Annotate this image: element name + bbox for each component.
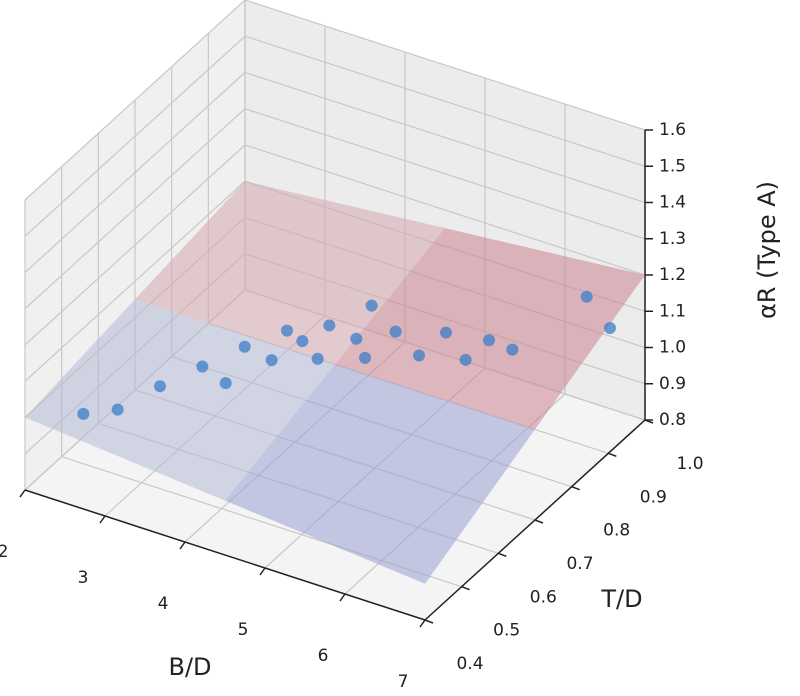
- y-axis-label: T/D: [600, 585, 642, 613]
- tick: [419, 619, 426, 628]
- z-tick-label: 1.2: [659, 265, 686, 285]
- data-point: [196, 360, 209, 373]
- z-tick-label: 1.1: [659, 301, 686, 321]
- surface-patch: [335, 228, 645, 430]
- x-tick-label: 3: [78, 568, 89, 588]
- data-point: [580, 290, 593, 303]
- data-point: [389, 325, 402, 338]
- data-point: [604, 321, 616, 334]
- tick: [424, 619, 434, 624]
- data-point: [413, 349, 425, 362]
- z-tick-label: 1.3: [659, 229, 686, 249]
- surface-patch: [135, 181, 445, 365]
- x-axis-label: B/D: [168, 653, 211, 681]
- data-point: [154, 380, 166, 393]
- grid-line: [244, 35, 646, 167]
- x-tick-label: 2: [0, 542, 8, 562]
- grid-line: [24, 0, 246, 201]
- data-point: [350, 332, 363, 345]
- z-tick-label: 1.5: [659, 156, 686, 176]
- data-point: [440, 326, 452, 339]
- surface-patch: [25, 299, 335, 501]
- tick: [99, 515, 106, 524]
- z-tick-label: 1.6: [659, 120, 686, 140]
- z-tick-label: 0.8: [659, 410, 686, 430]
- data-point: [323, 319, 336, 332]
- grid-line: [244, 108, 646, 240]
- x-tick-label: 7: [398, 672, 409, 692]
- y-tick-label: 0.6: [530, 587, 557, 607]
- data-point: [281, 324, 293, 337]
- data-point: [77, 407, 90, 420]
- data-point: [111, 403, 124, 416]
- data-point: [219, 377, 232, 390]
- data-point: [265, 354, 278, 367]
- tick: [179, 541, 186, 550]
- z-axis-label: αR (Type A): [753, 181, 781, 319]
- grid-line: [244, 0, 646, 131]
- data-point: [359, 351, 371, 364]
- data-point: [506, 343, 519, 356]
- tick: [608, 452, 617, 458]
- tick: [259, 567, 266, 576]
- y-tick-label: 0.5: [493, 621, 520, 641]
- grid-line: [24, 180, 246, 382]
- tick: [19, 489, 26, 498]
- tick: [461, 585, 470, 591]
- x-tick-label: 5: [238, 620, 249, 640]
- grid-line: [244, 71, 646, 204]
- grid-line: [24, 108, 246, 310]
- data-point: [238, 340, 251, 353]
- y-tick-label: 0.9: [640, 487, 667, 507]
- surface-patch: [225, 364, 535, 584]
- tick: [534, 519, 544, 524]
- z-tick-label: 0.9: [659, 374, 686, 394]
- tick: [339, 593, 346, 602]
- y-tick-label: 0.8: [603, 521, 630, 541]
- grid-line: [24, 72, 246, 273]
- data-point: [483, 334, 495, 347]
- grid-line: [24, 35, 246, 237]
- z-tick-label: 1.0: [659, 338, 686, 358]
- data-point: [296, 335, 309, 348]
- data-point: [311, 352, 324, 365]
- x-tick-label: 6: [318, 646, 329, 666]
- data-point: [459, 353, 472, 366]
- x-tick-label: 4: [158, 594, 169, 614]
- data-point: [365, 299, 378, 312]
- y-tick-label: 0.4: [456, 654, 483, 674]
- grid-line: [24, 144, 246, 346]
- z-tick-label: 1.4: [659, 193, 686, 213]
- x-axis: [24, 489, 426, 621]
- tick: [498, 552, 507, 558]
- y-tick-label: 0.7: [566, 554, 593, 574]
- tick: [571, 485, 580, 491]
- grid-line: [244, 144, 646, 276]
- y-tick-label: 1.0: [676, 454, 703, 474]
